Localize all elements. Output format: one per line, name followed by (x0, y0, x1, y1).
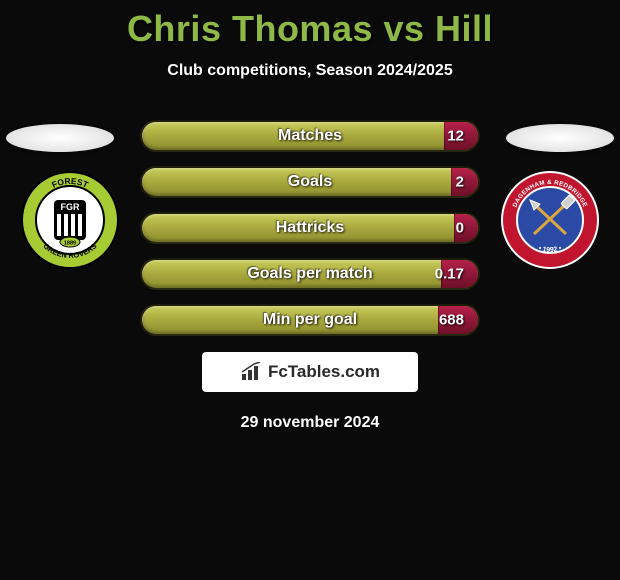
stat-bar-label: Min per goal (142, 311, 478, 329)
stat-bar-right-fill (441, 260, 478, 288)
stat-bar-right-fill (451, 168, 478, 196)
brand-badge: FcTables.com (202, 352, 418, 392)
player-right-placeholder (506, 124, 614, 152)
svg-text:1889: 1889 (64, 241, 76, 247)
stat-bar: Min per goal688 (140, 304, 480, 336)
forest-green-rovers-icon: FOREST GREEN ROVERS FGR 1889 (20, 170, 120, 270)
stat-bar-label: Hattricks (142, 219, 478, 237)
club-crest-right: DAGENHAM & REDBRIDGE • 1992 • (500, 170, 600, 270)
stat-bar-label: Goals per match (142, 265, 478, 283)
stat-bar-label: Matches (142, 127, 478, 145)
infographic-container: Chris Thomas vs Hill Club competitions, … (0, 0, 620, 432)
stat-bar-right-fill (438, 306, 478, 334)
stat-bar-label: Goals (142, 173, 478, 191)
stat-bar: Hattricks0 (140, 212, 480, 244)
subtitle: Club competitions, Season 2024/2025 (0, 62, 620, 80)
svg-text:FGR: FGR (61, 202, 80, 212)
player-left-placeholder (6, 124, 114, 152)
date-text: 29 november 2024 (0, 414, 620, 432)
dagenham-redbridge-icon: DAGENHAM & REDBRIDGE • 1992 • (500, 170, 600, 270)
stat-bar-right-fill (444, 122, 478, 150)
stat-bar: Matches12 (140, 120, 480, 152)
stat-bar-right-fill (454, 214, 478, 242)
stat-bar: Goals per match0.17 (140, 258, 480, 290)
stat-bars: Matches12 Goals2 Hattricks0 Goals per match… (140, 120, 480, 336)
brand-text: FcTables.com (268, 362, 380, 382)
page-title: Chris Thomas vs Hill (0, 8, 620, 50)
club-crest-left: FOREST GREEN ROVERS FGR 1889 (20, 170, 120, 270)
comparison-layout: FOREST GREEN ROVERS FGR 1889 DAGENHAM & … (0, 120, 620, 432)
stat-bar: Goals2 (140, 166, 480, 198)
bar-chart-icon (240, 362, 264, 382)
